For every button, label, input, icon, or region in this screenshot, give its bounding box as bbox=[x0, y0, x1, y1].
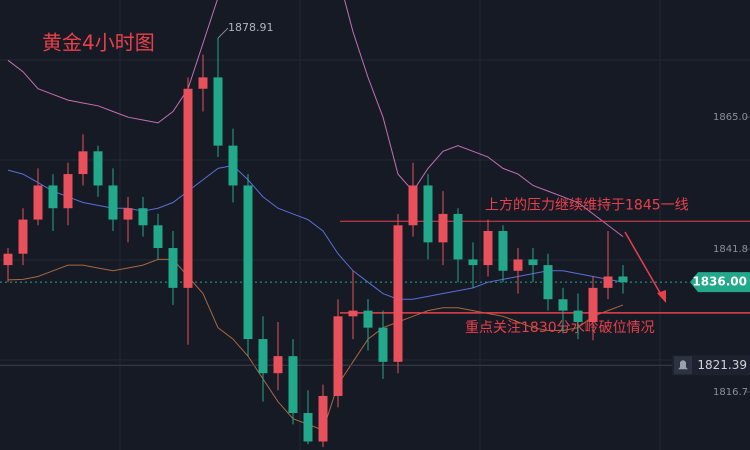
candle-body bbox=[438, 213, 448, 243]
last-price-tag bbox=[690, 272, 750, 293]
candle-body bbox=[603, 276, 613, 288]
candle-body bbox=[483, 230, 493, 266]
band-line bbox=[7, 0, 624, 238]
arrow-head bbox=[657, 290, 666, 303]
candle-body bbox=[573, 310, 583, 322]
candle-body bbox=[18, 219, 28, 254]
candle-body bbox=[423, 185, 433, 243]
candle-body bbox=[153, 225, 163, 249]
candle-body bbox=[528, 259, 538, 266]
band-line bbox=[7, 258, 624, 431]
candle-body bbox=[618, 276, 628, 283]
candle-body bbox=[78, 151, 88, 175]
candle-body bbox=[558, 299, 568, 311]
candle-body bbox=[48, 185, 58, 209]
candle-body bbox=[498, 230, 508, 271]
alert-icon bbox=[678, 360, 688, 370]
candle-body bbox=[258, 339, 268, 374]
candle-body bbox=[408, 185, 418, 226]
high-marker-line bbox=[217, 27, 229, 39]
arrow bbox=[624, 231, 664, 299]
high-marker-label: 1878.91 bbox=[228, 21, 274, 34]
annotation-text: 上方的压力继续维持于1845一线 bbox=[485, 196, 689, 213]
candle-body bbox=[543, 265, 553, 300]
candle-body bbox=[348, 310, 358, 317]
candle-body bbox=[93, 151, 103, 186]
candle-body bbox=[273, 356, 283, 374]
candle-body bbox=[363, 310, 373, 328]
candle-body bbox=[228, 145, 238, 186]
candle-body bbox=[213, 77, 223, 146]
chart-title: 黄金4小时图 bbox=[42, 31, 155, 55]
candle-body bbox=[243, 185, 253, 340]
candle-body bbox=[3, 253, 13, 266]
y-tick-label: 1841.8 bbox=[713, 244, 748, 255]
candle-body bbox=[588, 287, 598, 322]
candle-body bbox=[303, 413, 313, 442]
candle-body bbox=[333, 316, 343, 396]
last-price-label: 1836.00 bbox=[692, 275, 747, 289]
candle-body bbox=[288, 356, 298, 414]
candle-body bbox=[138, 208, 148, 226]
candle-body bbox=[513, 259, 523, 271]
candle-body bbox=[168, 248, 178, 288]
annotation-text: 重点关注1830分水岭破位情况 bbox=[465, 320, 655, 336]
candle-body bbox=[453, 213, 463, 260]
candle-body bbox=[183, 88, 193, 288]
candle-body bbox=[378, 327, 388, 362]
candle-body bbox=[108, 185, 118, 220]
candle-body bbox=[123, 208, 133, 220]
candle-body bbox=[468, 259, 478, 266]
y-tick-label: 1865.0 bbox=[713, 112, 748, 123]
candle-body bbox=[393, 225, 403, 362]
alert-label: 1821.39 bbox=[697, 358, 747, 372]
candle-body bbox=[63, 174, 73, 209]
candle-body bbox=[198, 77, 208, 89]
y-tick-label: 1816.7 bbox=[713, 387, 748, 398]
candle-body bbox=[33, 185, 43, 220]
candle-body bbox=[318, 395, 328, 442]
